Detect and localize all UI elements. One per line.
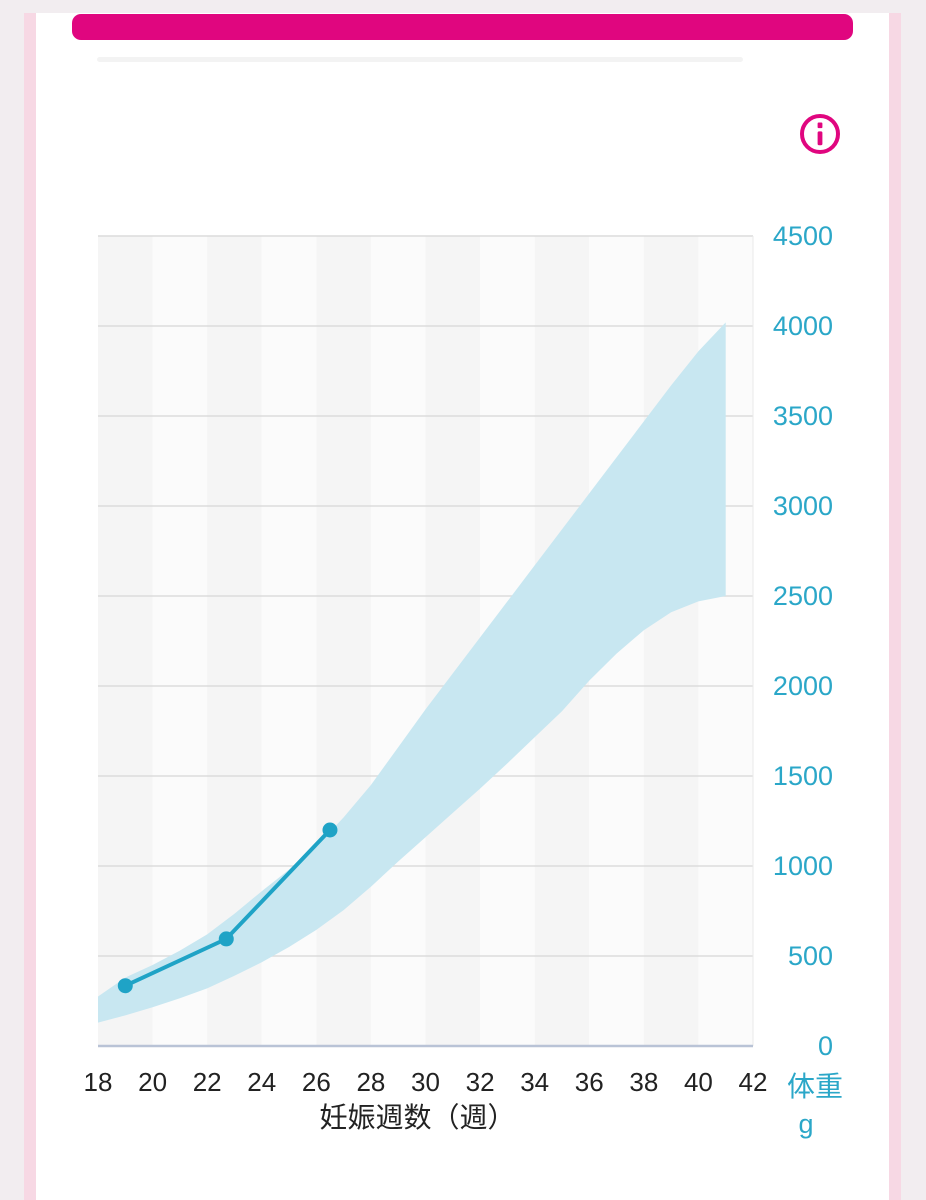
- y-tick-label: 4500: [773, 221, 833, 251]
- week-column: [643, 236, 699, 1046]
- week-column: [370, 236, 426, 1046]
- week-column: [152, 236, 208, 1046]
- y-tick-label: 3500: [773, 401, 833, 431]
- header-bar: [72, 14, 853, 40]
- info-icon: [800, 114, 840, 154]
- y-tick-label: 2000: [773, 671, 833, 701]
- x-tick-label: 20: [138, 1067, 167, 1097]
- y-axis-title: 体重: [786, 1071, 843, 1102]
- y-tick-label: 500: [788, 941, 833, 971]
- measurement-point: [218, 931, 234, 947]
- x-tick-label: 40: [684, 1067, 713, 1097]
- x-tick-label: 36: [575, 1067, 604, 1097]
- left-accent-strip: [24, 13, 36, 1200]
- right-accent-strip: [889, 13, 901, 1200]
- week-column: [98, 236, 153, 1046]
- measurement-point: [117, 978, 133, 994]
- y-tick-label: 4000: [773, 311, 833, 341]
- x-tick-label: 24: [247, 1067, 276, 1097]
- y-tick-label: 2500: [773, 581, 833, 611]
- y-axis-unit-label: g: [798, 1109, 814, 1139]
- x-tick-label: 42: [739, 1067, 768, 1097]
- y-tick-label: 1500: [773, 761, 833, 791]
- x-tick-label: 22: [193, 1067, 222, 1097]
- x-tick-label: 32: [466, 1067, 495, 1097]
- y-tick-label: 1000: [773, 851, 833, 881]
- info-button[interactable]: [798, 112, 842, 156]
- x-tick-label: 28: [356, 1067, 385, 1097]
- y-tick-label: 0: [818, 1031, 833, 1061]
- x-tick-label: 26: [302, 1067, 331, 1097]
- x-tick-label: 34: [520, 1067, 549, 1097]
- week-column: [425, 236, 481, 1046]
- x-tick-label: 30: [411, 1067, 440, 1097]
- x-tick-label: 38: [629, 1067, 658, 1097]
- x-axis-title: 妊娠週数（週）: [319, 1102, 516, 1133]
- header-divider: [97, 57, 743, 62]
- x-tick-label: 18: [84, 1067, 113, 1097]
- measurement-point: [322, 822, 338, 838]
- y-tick-label: 3000: [773, 491, 833, 521]
- week-column: [316, 236, 371, 1046]
